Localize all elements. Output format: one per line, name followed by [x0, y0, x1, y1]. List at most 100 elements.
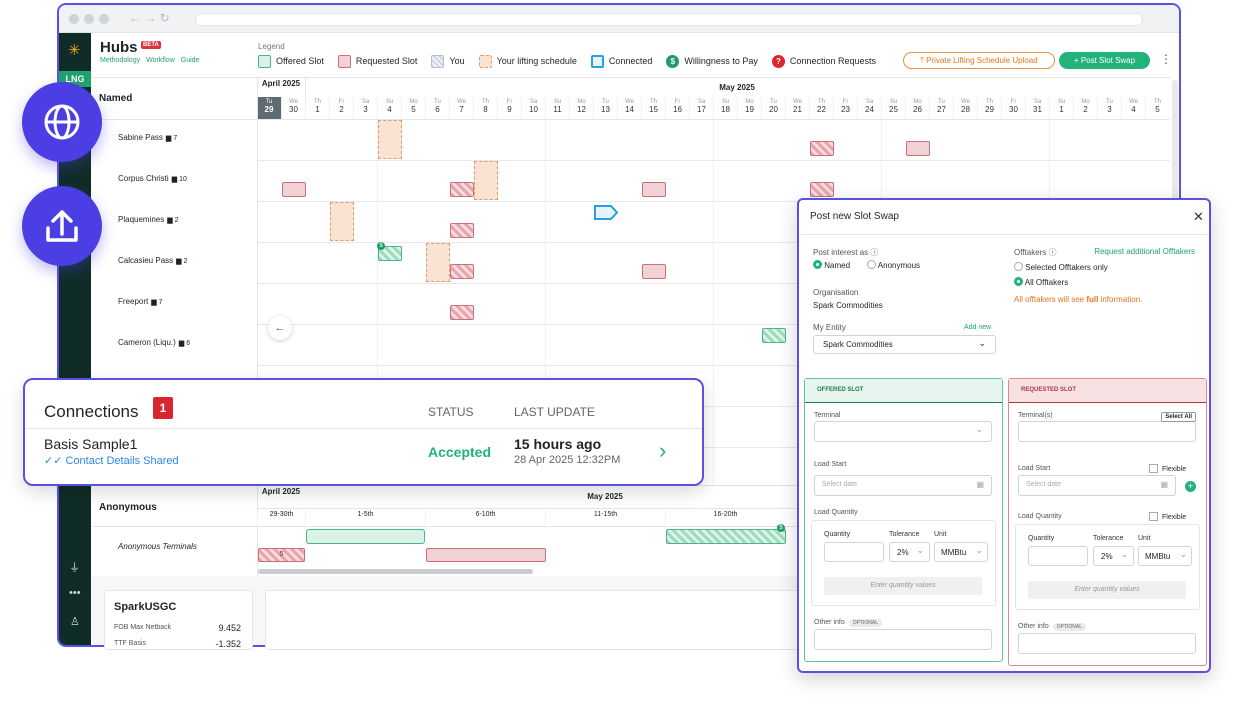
post-button[interactable]: + Post Slot Swap — [1059, 52, 1150, 69]
unit-select[interactable]: MMBtu ⌄ — [934, 542, 988, 562]
day-number: 28 — [961, 105, 970, 114]
tolerance-select[interactable]: 2% ⌄ — [889, 542, 930, 562]
radio-label: Selected Offtakers only — [1025, 263, 1108, 272]
requested-slot[interactable] — [426, 548, 546, 562]
checkbox — [1149, 512, 1158, 521]
legend-swatch: $ — [666, 54, 680, 68]
other-info-input[interactable] — [814, 629, 992, 650]
unit-select[interactable]: MMBtu ⌄ — [1138, 546, 1192, 566]
nav-icons[interactable]: ← → ↻ — [129, 11, 170, 25]
entity-select[interactable]: Spark Commodities ⌄ — [813, 335, 996, 354]
weekday: Sa — [1033, 99, 1042, 105]
lifting-schedule[interactable] — [426, 243, 450, 282]
requested-slot[interactable] — [450, 182, 474, 197]
requested-slot[interactable] — [282, 182, 306, 197]
request-link[interactable]: Request additional Offtakers — [1094, 247, 1195, 256]
requested-slot[interactable] — [810, 141, 834, 156]
date-input[interactable]: Select date ▦ — [814, 475, 992, 496]
other-info-input[interactable] — [1018, 633, 1196, 654]
offered-panel: OFFERED SLOT Terminal ⌄ Load Start Select da… — [804, 378, 1003, 662]
price-value: -1.352 — [215, 639, 241, 649]
scrollbar[interactable] — [258, 569, 533, 574]
row-line — [257, 283, 1170, 284]
weekday: Mo — [745, 99, 754, 105]
left-column-line — [257, 486, 258, 576]
flexible-checkbox[interactable]: Flexible — [1149, 464, 1186, 473]
upload-button[interactable]: ⤒ Private Lifting Schedule Upload — [903, 52, 1055, 69]
requested-slot[interactable] — [450, 305, 474, 320]
field-label: Terminal — [814, 412, 841, 419]
radio-unchecked — [867, 260, 876, 269]
requested-slot[interactable] — [810, 182, 834, 197]
radio-option[interactable]: Named — [813, 260, 850, 270]
row-line — [257, 406, 1170, 407]
connected-slot[interactable] — [594, 205, 619, 220]
close-button[interactable]: ✕ — [1193, 209, 1204, 224]
browser-bar: ← → ↻ — [59, 5, 1179, 33]
optional-tag: OPTIONAL — [1052, 623, 1087, 631]
terminal-select[interactable]: ⌄ — [814, 421, 992, 442]
placeholder: Select date — [1026, 481, 1062, 488]
open-arrow[interactable]: › — [659, 438, 667, 463]
lifting-schedule[interactable] — [378, 120, 402, 159]
chevron: ⌄ — [978, 338, 986, 348]
day-header: Mo 2 — [1073, 97, 1097, 119]
tolerance-select[interactable]: 2% ⌄ — [1093, 546, 1134, 566]
weekday: We — [1129, 99, 1138, 105]
requested-slot[interactable] — [642, 264, 666, 279]
month-divider — [305, 78, 306, 97]
month-label: April 2025 — [261, 487, 301, 496]
weekday: Th — [985, 99, 993, 105]
terminal-select[interactable] — [1018, 421, 1196, 442]
offered-slot[interactable] — [666, 529, 786, 544]
flexible-checkbox[interactable]: Flexible — [1149, 512, 1186, 521]
price-label: FOB Max Netback — [114, 624, 172, 631]
url-bar[interactable] — [195, 13, 1143, 26]
day-header: We 14 — [617, 97, 641, 119]
radio-option[interactable]: All Offtakers — [1014, 277, 1068, 287]
add-new-link[interactable]: Add new — [964, 324, 992, 331]
day-header: Sa 3 — [353, 97, 377, 119]
day-number: 4 — [387, 105, 392, 114]
day-number: 1 — [1059, 105, 1064, 114]
sidebar-icon[interactable]: ⏚ — [69, 562, 80, 574]
day-header: Tu 29 — [257, 97, 281, 119]
globe-button[interactable] — [22, 82, 102, 162]
select-all-button[interactable]: Select All — [1161, 412, 1196, 422]
window-dot — [84, 14, 94, 24]
lifting-schedule[interactable] — [330, 202, 354, 241]
legend-label: Connection Requests — [789, 56, 876, 66]
legend-label: You — [449, 56, 465, 66]
quantity-input[interactable] — [824, 542, 884, 562]
window-dot — [69, 14, 79, 24]
day-header: Su 4 — [377, 97, 401, 119]
day-number: 10 — [529, 105, 538, 114]
header-link[interactable]: Guide — [180, 57, 200, 64]
offered-slot[interactable] — [378, 246, 402, 261]
radio-option[interactable]: Selected Offtakers only — [1014, 262, 1108, 272]
quantity-input[interactable] — [1028, 546, 1088, 566]
day-header: Th 22 — [809, 97, 833, 119]
add-date-button[interactable]: + — [1185, 481, 1196, 492]
requested-slot[interactable]: 5 — [258, 548, 305, 562]
radio-option[interactable]: Anonymous — [867, 260, 920, 270]
header-line — [257, 508, 798, 509]
requested-slot[interactable] — [450, 264, 474, 279]
date-input[interactable]: Select date ▦ — [1018, 475, 1176, 496]
requested-slot[interactable] — [906, 141, 930, 156]
weekday: Fr — [1010, 99, 1017, 105]
weekday: Fr — [506, 99, 513, 105]
offered-slot[interactable] — [762, 328, 786, 343]
requested-slot[interactable] — [450, 223, 474, 238]
field-label: My Entity — [813, 323, 846, 332]
more-menu[interactable]: ⋮ — [1160, 52, 1172, 66]
offered-slot[interactable] — [306, 529, 425, 544]
lifting-schedule[interactable] — [474, 161, 498, 200]
requested-slot[interactable] — [642, 182, 666, 197]
header-link[interactable]: Workflow — [146, 57, 175, 64]
header-link[interactable]: Methodology — [100, 57, 141, 64]
upload-fab[interactable] — [22, 186, 102, 266]
sidebar-icon[interactable]: ♙ — [70, 616, 80, 628]
sidebar-icon[interactable]: ••• — [69, 587, 81, 599]
scroll-left-button[interactable]: ← — [268, 316, 292, 340]
